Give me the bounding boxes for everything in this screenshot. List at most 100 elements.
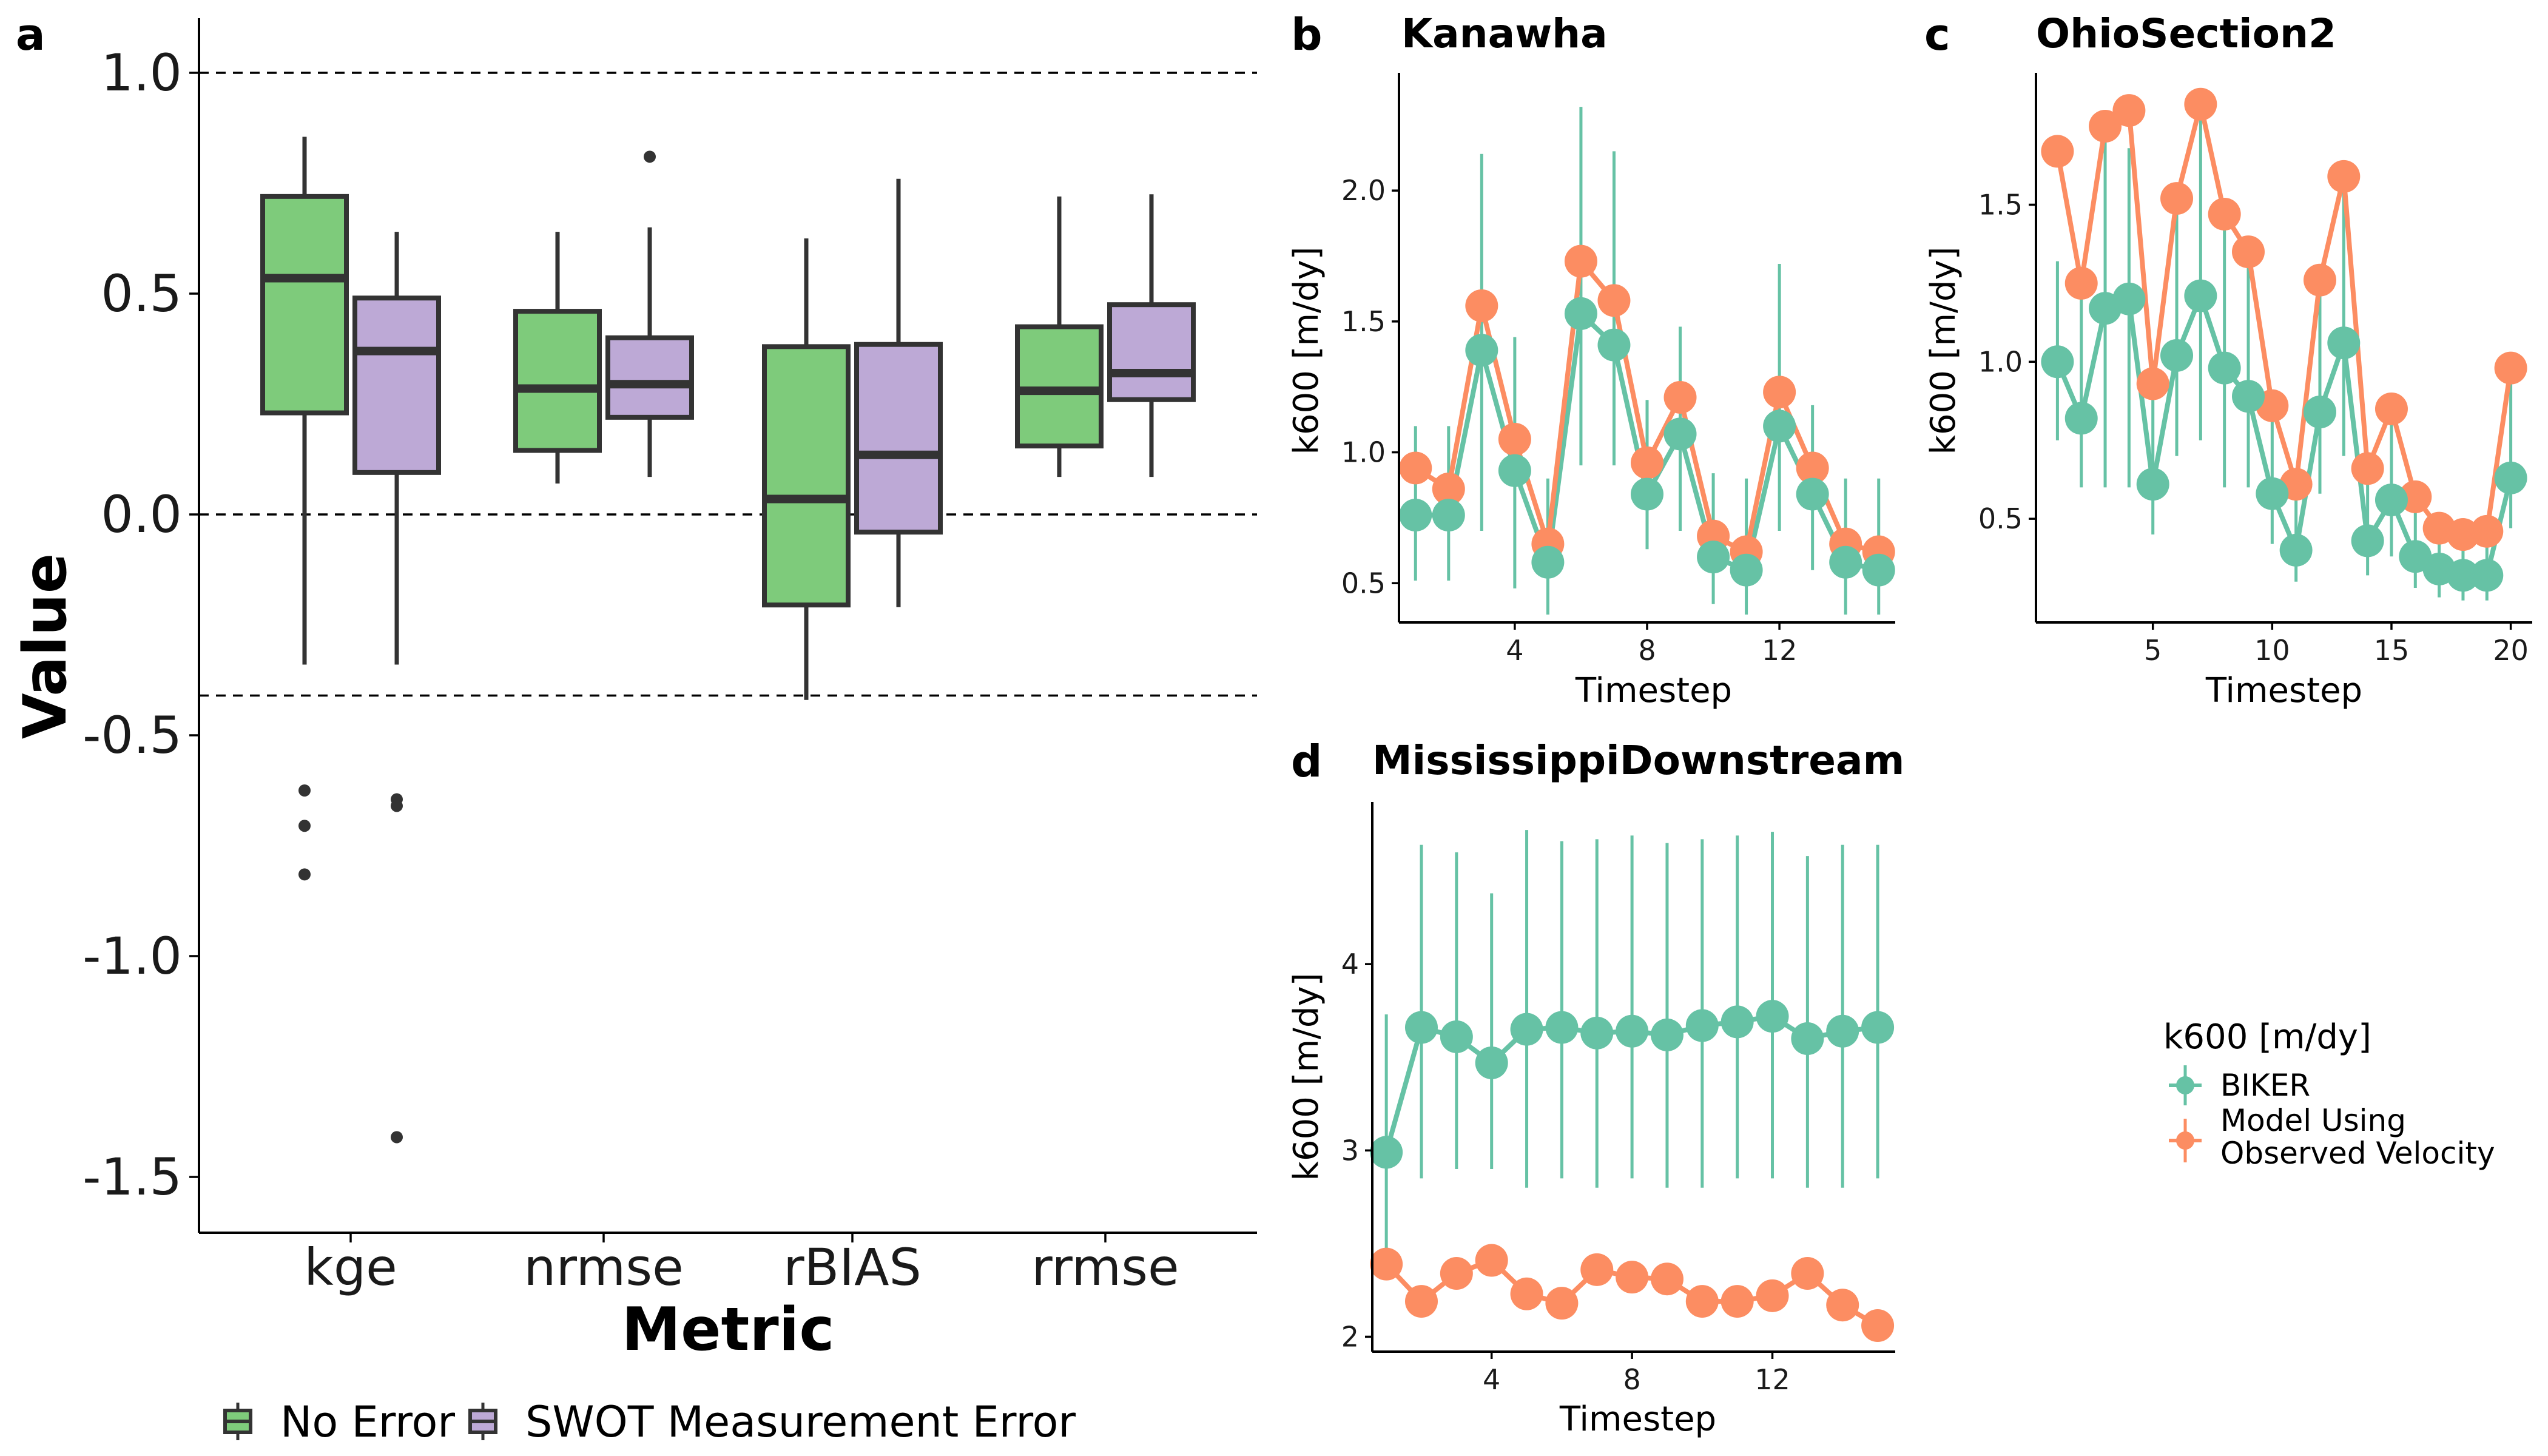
panel-d-y-axis-title: k600 [m/dy]	[1287, 973, 1326, 1181]
panel-c-observed-point-12	[2303, 263, 2336, 297]
panel-b-observed-point-2	[1432, 472, 1465, 505]
panel-d-biker-point-2	[1404, 1011, 1438, 1044]
panel-c-biker-point-12	[2303, 396, 2336, 429]
panel-d-x-tick-label-0: 4	[1483, 1363, 1500, 1396]
panel-d-y-tick-label-0: 2	[1341, 1320, 1359, 1353]
panel-d-observed-point-12	[1756, 1279, 1789, 1312]
panel-c-observed-point-14	[2351, 452, 2384, 485]
panel-d-observed-point-4	[1475, 1244, 1508, 1277]
legend-bcd-title: k600 [m/dy]	[2163, 1017, 2371, 1057]
panel-b-x-tick-label-2: 12	[1762, 634, 1798, 667]
panel-d-title: MississippiDownstream	[1372, 737, 1904, 784]
panel-b-y-tick-label-1: 1.0	[1341, 436, 1386, 469]
panel-a-x-axis-title: Metric	[622, 1295, 835, 1364]
panel-a-swot-error-nrmse-box	[605, 335, 694, 420]
panel-a-no-error-rBIAS-box	[762, 344, 851, 608]
panel-bcd-legend: k600 [m/dy] BIKER Model Using Observed V…	[2163, 1017, 2495, 1171]
panel-a-swot-error-kge-outlier-2	[391, 1131, 403, 1144]
panel-a-plot-area: 1.0 0.5 0.0 -0.5 -1.0 -1.5 kge nrmse rBIAS rrmse	[83, 18, 1257, 1297]
panel-c-observed-point-5	[2136, 367, 2169, 400]
panel-a-swot-error-kge-box	[352, 295, 441, 475]
panel-a-no-error-kge-outlier-0	[298, 784, 311, 797]
panel-c-observed-point-19	[2470, 514, 2504, 548]
panel-a-x-tick-label-nrmse: nrmse	[524, 1238, 684, 1297]
panel-b-observed-point-1	[1399, 451, 1432, 485]
panel-d-biker-point-9	[1650, 1018, 1684, 1051]
panel-c-biker-point-14	[2351, 524, 2384, 558]
panel-d-observed-point-8	[1616, 1261, 1649, 1294]
panel-a-y-axis-title: Value	[11, 553, 80, 739]
panel-c-observed-point-18	[2446, 518, 2479, 551]
panel-c-observed-point-7	[2184, 87, 2217, 121]
panel-b-biker-point-14	[1829, 545, 1862, 579]
panel-d-observed-point-5	[1510, 1277, 1543, 1310]
panel-a-no-error-kge-outlier-1	[298, 820, 311, 832]
panel-b-observed-point-7	[1597, 284, 1631, 317]
panel-b-biker-point-5	[1531, 545, 1565, 579]
panel-d-biker-point-6	[1545, 1011, 1579, 1044]
panel-b-biker-point-9	[1663, 417, 1697, 451]
panel-c-observed-point-16	[2399, 480, 2432, 513]
panel-a-no-error-kge-outlier-2	[298, 868, 311, 881]
panel-d-observed-point-2	[1404, 1285, 1438, 1318]
panel-b-y-axis-title: k600 [m/dy]	[1287, 247, 1326, 455]
panel-d-observed-point-13	[1791, 1257, 1824, 1290]
panel-c-x-tick-label-3: 20	[2493, 634, 2529, 667]
panel-b-observed-point-12	[1763, 376, 1796, 409]
panel-c-observed-point-20	[2494, 351, 2527, 385]
panel-b-y-tick-label-0: 0.5	[1341, 567, 1386, 599]
panel-c-biker-point-19	[2470, 559, 2504, 592]
panel-b-y-tick-label-3: 2.0	[1341, 174, 1386, 207]
panel-c-biker-point-7	[2184, 279, 2217, 312]
panel-d-observed-point-15	[1861, 1309, 1895, 1343]
panel-a-boxplot: a 1.0 0.5 0.0 -0.5 -1.0 -1.5 kge nrmse rBIAS rrms…	[11, 9, 1257, 1447]
panel-c-letter: c	[1924, 9, 1950, 60]
panel-b-x-tick-label-0: 4	[1506, 634, 1523, 667]
panel-d-biker-point-14	[1826, 1014, 1859, 1048]
legend-label-swot-error: SWOT Measurement Error	[525, 1397, 1076, 1447]
panel-b-biker-point-12	[1763, 410, 1796, 443]
panel-b-letter: b	[1291, 9, 1323, 60]
panel-d-biker-point-15	[1861, 1011, 1895, 1044]
panel-b-title: Kanawha	[1401, 10, 1608, 57]
panel-c-biker-point-15	[2374, 484, 2408, 517]
panel-b-biker-point-13	[1796, 477, 1829, 511]
legend-label-biker: BIKER	[2220, 1068, 2310, 1103]
panel-c-x-axis-title: Timestep	[2205, 671, 2362, 710]
panel-c-biker-point-5	[2136, 468, 2169, 501]
panel-b-biker-point-15	[1862, 553, 1895, 587]
panel-d-observed-point-14	[1826, 1289, 1859, 1322]
panel-a-x-tick-label-rBIAS: rBIAS	[783, 1238, 922, 1297]
panel-d-biker-point-8	[1616, 1014, 1649, 1048]
panel-c-y-tick-label-0: 0.5	[1978, 502, 2023, 535]
panel-d-observed-point-3	[1440, 1257, 1473, 1290]
panel-c-y-tick-label-1: 1.0	[1978, 345, 2023, 378]
panel-a-y-tick-label-4: -1.0	[83, 926, 182, 986]
panel-a-no-error-rrmse-box	[1015, 324, 1104, 449]
panel-c-plot-area: 0.5 1.0 1.5 5 10 15 20	[1978, 73, 2532, 667]
panel-b-biker-point-11	[1730, 553, 1763, 587]
panel-b-plot-area: 0.5 1.0 1.5 2.0 4 8 12	[1341, 73, 1895, 667]
panel-c-observed-point-13	[2327, 160, 2361, 193]
panel-a-letter: a	[16, 9, 46, 60]
panel-b-biker-point-4	[1498, 454, 1531, 487]
panel-c-biker-point-8	[2208, 351, 2241, 385]
legend-label-observed-line1: Model Using	[2220, 1103, 2406, 1138]
panel-b-observed-point-9	[1663, 380, 1697, 414]
panel-d-biker-point-3	[1440, 1020, 1473, 1053]
panel-d-biker-point-10	[1685, 1009, 1719, 1042]
panel-a-legend: No Error SWOT Measurement Error	[223, 1397, 1076, 1447]
panel-a-no-error-nrmse-box	[513, 309, 602, 453]
panel-d-x-tick-label-2: 12	[1754, 1363, 1790, 1396]
panel-a-y-tick-label-3: -0.5	[83, 706, 182, 765]
panel-c-biker-point-4	[2112, 282, 2146, 315]
legend-key-no-error	[223, 1403, 252, 1440]
panel-c-biker-point-13	[2327, 326, 2361, 360]
panel-d-y-tick-label-1: 3	[1341, 1134, 1359, 1167]
panel-c-observed-point-8	[2208, 197, 2241, 231]
panel-c-observed-point-6	[2160, 182, 2194, 215]
panel-c-biker-point-9	[2232, 380, 2265, 413]
panel-c-y-axis-title: k600 [m/dy]	[1924, 247, 1963, 455]
panel-d-plot-area: 2 3 4 4 8 12	[1341, 802, 1895, 1396]
